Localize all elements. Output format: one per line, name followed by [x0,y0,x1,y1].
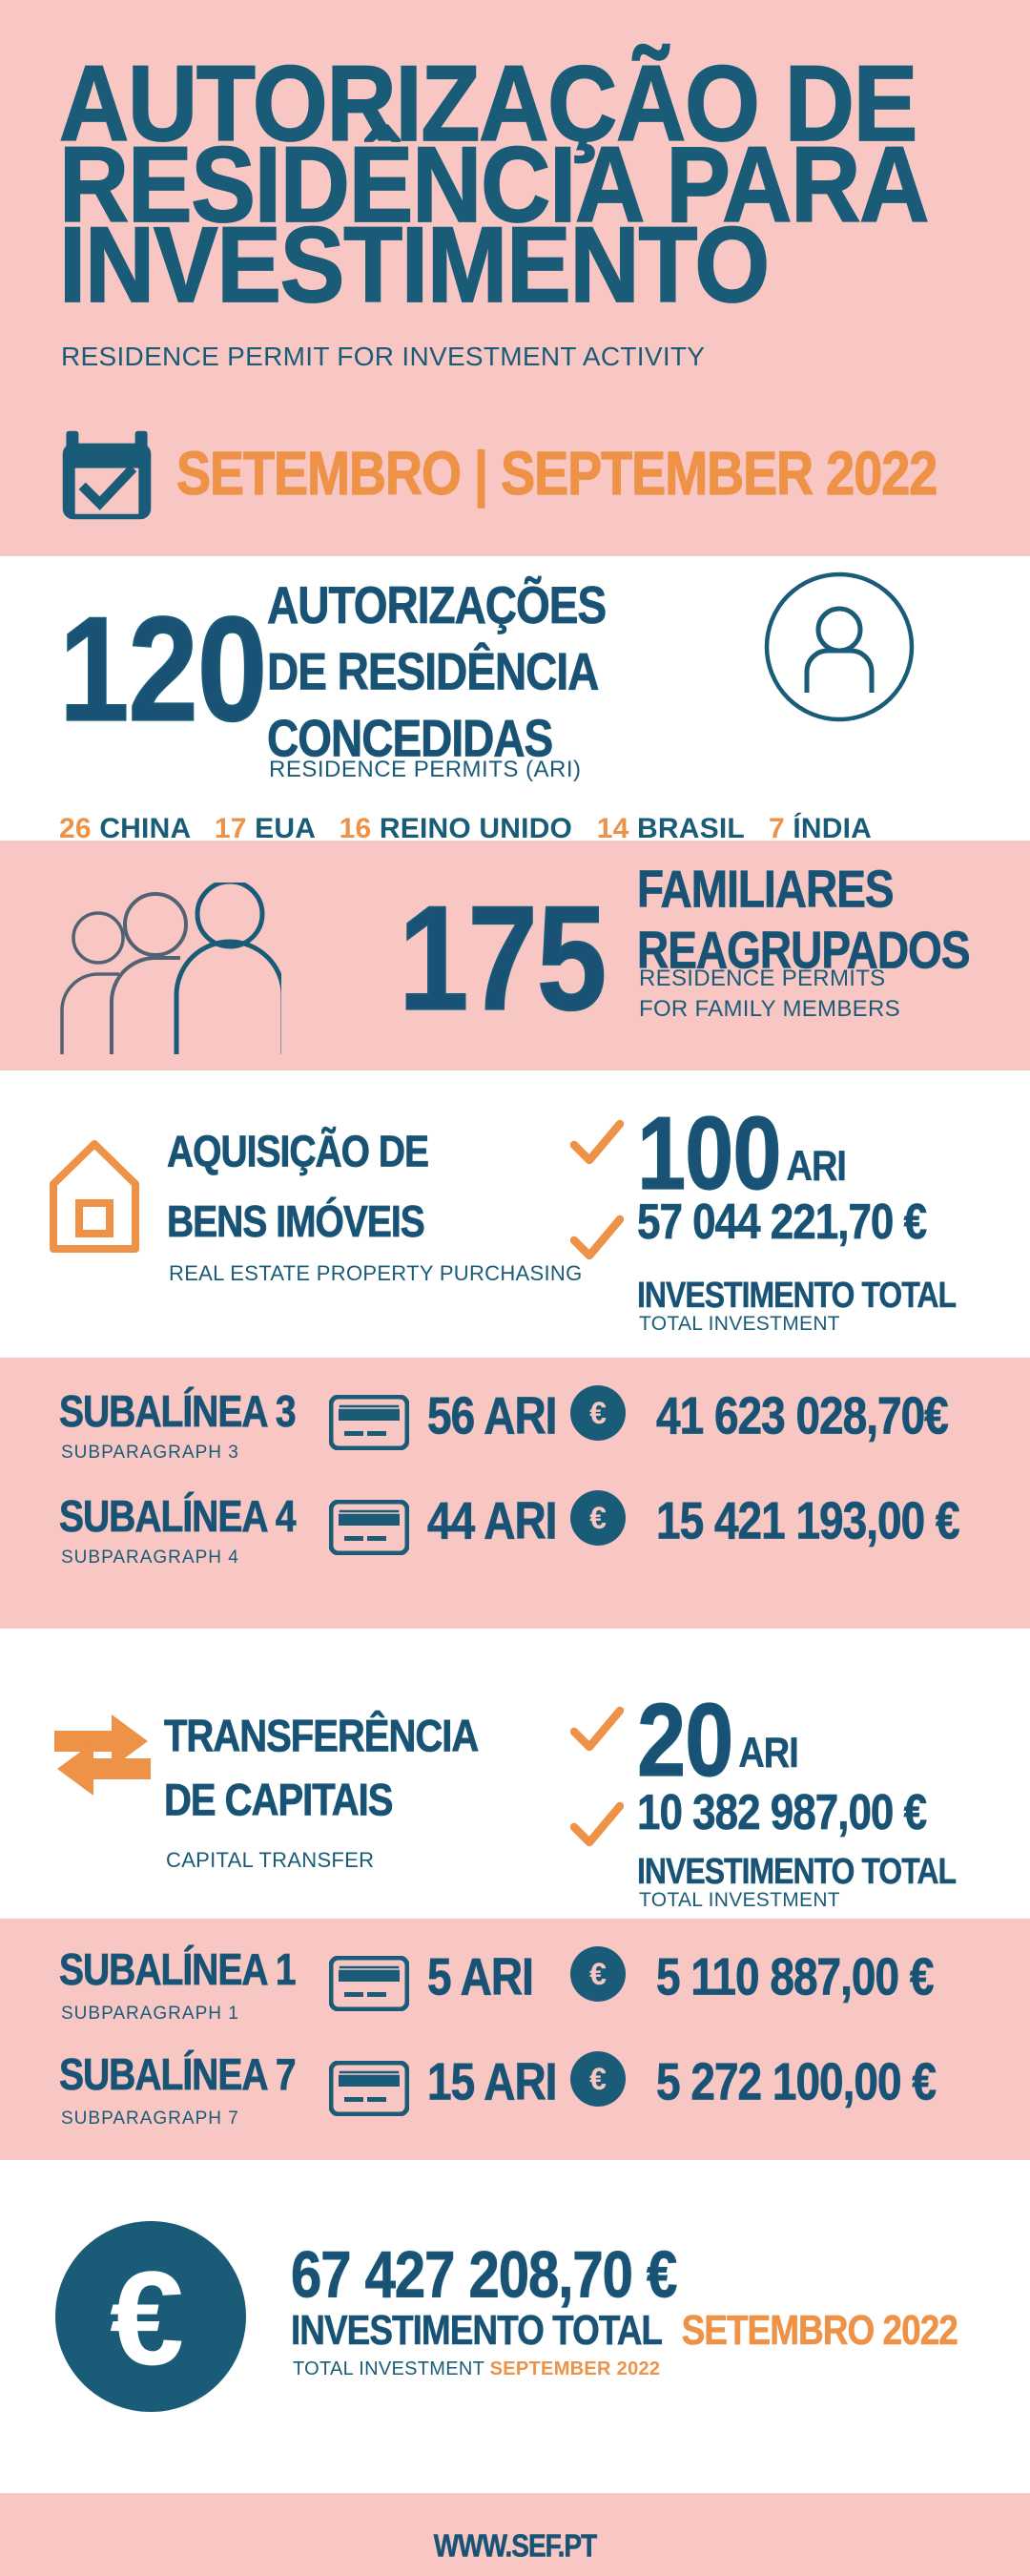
svg-text:€: € [589,1396,607,1430]
svg-text:€: € [589,1957,607,1991]
svg-text:€: € [110,2243,184,2393]
svg-text:€: € [589,2062,607,2096]
svg-text:€: € [589,1501,607,1535]
